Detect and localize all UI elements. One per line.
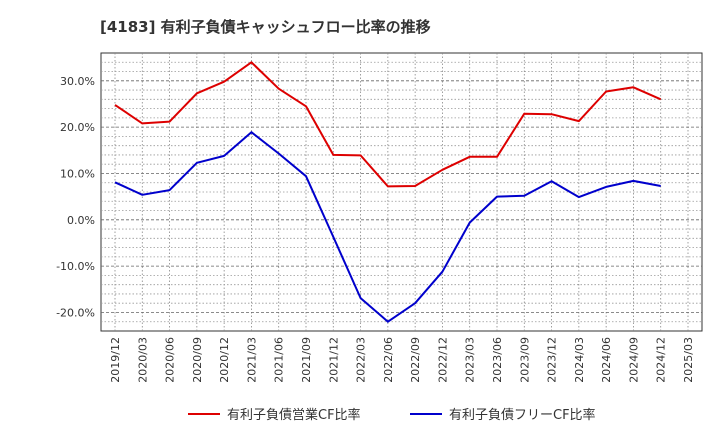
x-tick-label: 2023/03 — [464, 337, 477, 383]
x-tick-label: 2021/03 — [245, 337, 258, 383]
y-tick-label: 30.0% — [60, 75, 95, 88]
y-axis: -20.0% -10.0% 0.0% 10.0% 20.0% 30.0% — [56, 75, 95, 320]
x-tick-label: 2020/06 — [164, 337, 177, 383]
y-tick-label: 0.0% — [67, 214, 95, 227]
x-tick-label: 2021/06 — [273, 337, 286, 383]
x-tick-label: 2020/03 — [136, 337, 149, 383]
x-tick-label: 2022/09 — [409, 337, 422, 383]
y-tick-label: 10.0% — [60, 167, 95, 180]
x-tick-label: 2025/03 — [682, 337, 695, 383]
y-tick-label: -20.0% — [56, 306, 95, 319]
x-tick-label: 2022/06 — [382, 337, 395, 383]
plot-area — [100, 52, 703, 332]
legend-label-operating-cf: 有利子負債営業CF比率 — [227, 407, 361, 423]
series-lines — [114, 61, 662, 323]
series-line-1 — [114, 131, 661, 323]
series-line-0 — [114, 61, 662, 188]
y-tick-label: -10.0% — [56, 260, 95, 273]
x-tick-label: 2024/03 — [573, 337, 586, 383]
x-tick-label: 2022/12 — [436, 337, 449, 383]
x-tick-label: 2023/09 — [518, 337, 531, 383]
x-tick-label: 2021/12 — [327, 337, 340, 383]
x-tick-label: 2020/09 — [191, 337, 204, 383]
legend: 有利子負債営業CF比率 有利子負債フリーCF比率 — [188, 407, 596, 423]
legend-label-free-cf: 有利子負債フリーCF比率 — [449, 407, 596, 423]
x-axis: 2019/12 2020/03 2020/06 2020/09 2020/12 2021/… — [109, 337, 695, 383]
x-tick-label: 2023/06 — [491, 337, 504, 383]
x-tick-label: 2024/12 — [655, 337, 668, 383]
x-tick-label: 2022/03 — [355, 337, 368, 383]
grid — [101, 53, 702, 331]
x-tick-label: 2024/09 — [627, 337, 640, 383]
y-tick-label: 20.0% — [60, 121, 95, 134]
chart-title: [4183] 有利子負債キャッシュフロー比率の推移 — [100, 18, 431, 36]
x-tick-label: 2020/12 — [218, 337, 231, 383]
x-tick-label: 2023/12 — [546, 337, 559, 383]
x-tick-label: 2024/06 — [600, 337, 613, 383]
x-tick-label: 2019/12 — [109, 337, 122, 383]
x-tick-label: 2021/09 — [300, 337, 313, 383]
